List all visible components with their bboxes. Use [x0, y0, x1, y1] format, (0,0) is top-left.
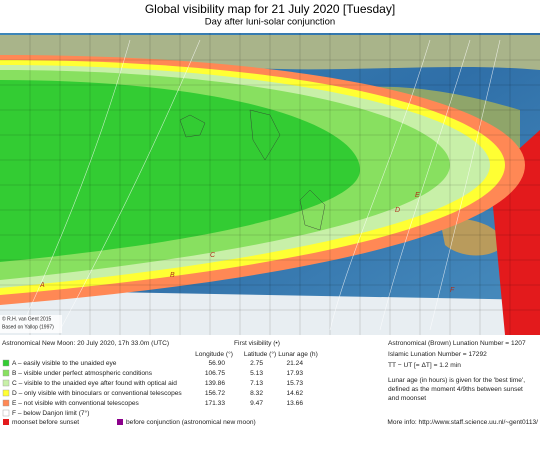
map	[0, 33, 540, 335]
cell: 156.72	[205, 390, 226, 397]
legend-label: C – visible to the unaided eye after fou…	[12, 380, 177, 387]
first-visibility: First visibility (•)	[234, 340, 280, 347]
cell: 17.93	[286, 370, 303, 377]
subtitle: Day after luni-solar conjunction	[205, 17, 335, 28]
note: and moonset	[388, 395, 426, 402]
note: Lunar age (in hours) is given for the 'b…	[388, 377, 525, 384]
legend-label: B – visible under perfect atmospheric co…	[12, 370, 153, 377]
swatch	[3, 419, 9, 425]
cell: 9.47	[250, 400, 263, 407]
more-info: More info: http://www.staff.science.uu.n…	[387, 419, 538, 426]
cell: 13.66	[286, 400, 303, 407]
swatch	[2, 369, 10, 377]
swatch	[2, 409, 10, 417]
credit: © R.H. van Gent 2015	[2, 315, 51, 322]
cell: 21.24	[286, 360, 303, 367]
legend-label: D – only visible with binoculars or conv…	[12, 390, 182, 397]
cell: 139.86	[205, 380, 226, 387]
swatch	[2, 389, 10, 397]
cell: 5.13	[250, 370, 263, 377]
before-conjunction: before conjunction (astronomical new moo…	[126, 419, 256, 426]
swatch	[2, 379, 10, 387]
cell: 2.75	[250, 360, 263, 367]
source: Based on Yallop (1997)	[2, 324, 54, 330]
title: Global visibility map for 21 July 2020 […	[145, 2, 395, 16]
map-label: F	[450, 287, 455, 294]
cell: 15.73	[286, 380, 303, 387]
map-label: E	[415, 192, 420, 199]
legend-label: A – easily visible to the unaided eye	[12, 360, 117, 367]
swatch	[2, 399, 10, 407]
cell: 7.13	[250, 380, 263, 387]
lunation: Astronomical (Brown) Lunation Number = 1…	[388, 340, 526, 347]
new-moon: Astronomical New Moon: 20 July 2020, 17h…	[2, 340, 169, 347]
cell: 106.75	[205, 370, 226, 377]
swatch	[117, 419, 123, 425]
islamic: Islamic Lunation Number = 17292	[388, 351, 487, 358]
cell: 8.32	[250, 390, 263, 397]
swatch	[2, 359, 10, 367]
map-label: A	[39, 282, 45, 289]
cell: 14.62	[286, 390, 303, 397]
map-label: C	[210, 252, 216, 259]
column-header: Latitude (°)	[244, 350, 276, 358]
column-header: Lunar age (h)	[278, 351, 318, 358]
moonset: moonset before sunset	[12, 419, 79, 426]
cell: 171.33	[205, 400, 226, 407]
map-label: D	[395, 207, 400, 214]
column-header: Longitude (°)	[195, 350, 233, 358]
legend-label: F – below Danjon limit (7°)	[12, 409, 89, 417]
delta-t: TT − UT [= ΔT] = 1.2 min	[388, 362, 461, 369]
map-label: B	[170, 272, 175, 279]
note: defined as the moment 4/9ths between sun…	[388, 386, 523, 393]
cell: 56.90	[208, 360, 225, 367]
legend-label: E – not visible with conventional telesc…	[12, 400, 140, 407]
